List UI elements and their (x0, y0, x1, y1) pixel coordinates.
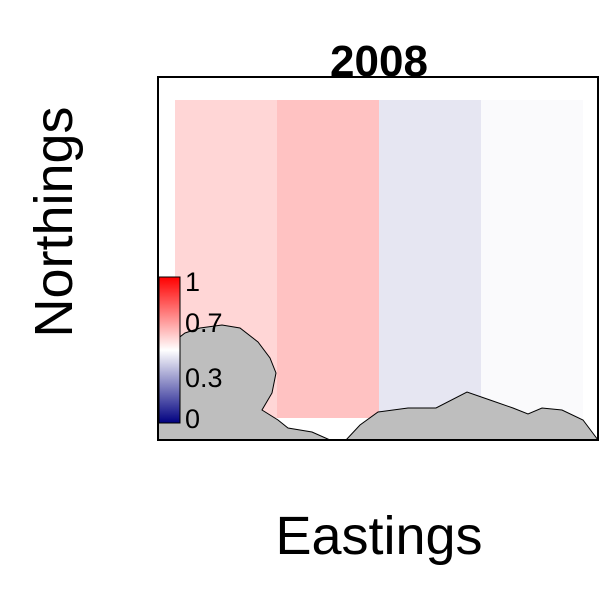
legend-tick-label: 0.7 (185, 308, 223, 338)
heatmap-cell-2 (277, 100, 379, 418)
y-axis-label: Northings (24, 106, 84, 337)
chart-title: 2008 (330, 37, 428, 86)
legend-tick-label: 0 (185, 404, 200, 434)
legend-tick-label: 1 (185, 267, 200, 297)
heatmap-cell-4 (481, 100, 583, 418)
x-axis-label: Eastings (275, 506, 482, 566)
color-legend: 1 0.7 0.3 0 (158, 267, 223, 434)
heatmap-cell-3 (379, 100, 481, 418)
legend-ticks: 1 0.7 0.3 0 (185, 267, 223, 434)
plot-frame (157, 76, 599, 441)
legend-colorbar (158, 276, 181, 424)
legend-tick-label: 0.3 (185, 363, 223, 393)
heatmap-cells (175, 100, 583, 418)
